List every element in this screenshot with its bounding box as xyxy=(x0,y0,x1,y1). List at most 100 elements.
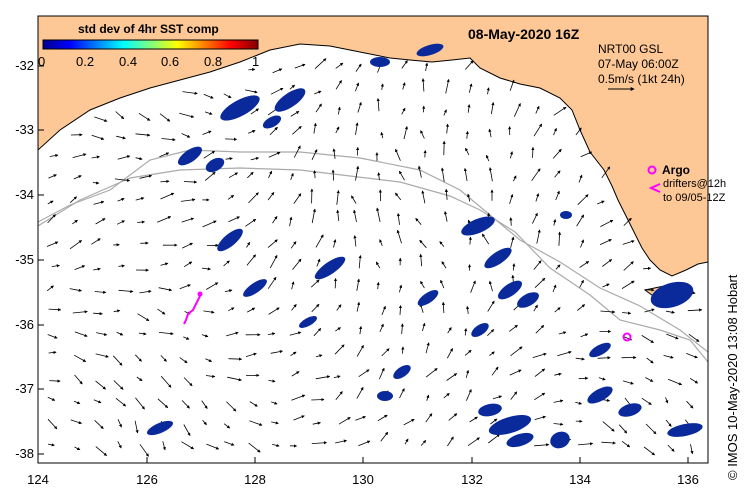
current-arrow xyxy=(580,151,593,158)
current-arrow xyxy=(535,325,545,334)
current-arrow xyxy=(554,372,562,376)
current-arrow xyxy=(417,165,422,178)
current-arrow xyxy=(355,416,367,421)
current-arrow xyxy=(443,393,450,399)
current-arrow xyxy=(291,371,300,377)
current-arrow xyxy=(269,254,278,269)
current-arrow xyxy=(440,279,445,289)
current-arrow xyxy=(578,376,589,380)
current-arrow xyxy=(47,214,56,224)
current-arrow xyxy=(444,188,449,200)
drifter-legend-icon xyxy=(648,183,661,193)
lon-tick-4: 130 xyxy=(352,472,374,487)
current-arrow xyxy=(379,239,383,246)
current-arrow xyxy=(95,380,107,390)
current-arrow xyxy=(509,369,522,376)
current-arrow xyxy=(227,194,235,200)
current-arrow xyxy=(245,89,258,94)
colorbar-tick-1: 0.2 xyxy=(76,54,95,69)
current-arrow xyxy=(202,419,207,426)
current-arrow xyxy=(554,170,561,178)
current-arrow xyxy=(358,369,370,378)
current-arrow xyxy=(689,378,699,384)
current-arrow xyxy=(666,310,675,314)
current-arrow xyxy=(247,307,256,313)
current-arrow xyxy=(598,377,606,381)
current-arrow xyxy=(69,240,83,250)
current-arrow xyxy=(641,397,652,405)
current-arrow xyxy=(290,241,297,249)
current-arrow xyxy=(665,419,672,427)
current-arrow xyxy=(575,357,585,361)
current-arrow xyxy=(179,112,195,118)
current-arrow xyxy=(117,419,122,428)
current-arrow xyxy=(553,127,557,136)
current-arrow xyxy=(487,329,495,336)
current-arrow xyxy=(291,394,306,401)
sst-patch xyxy=(146,420,174,436)
current-arrow xyxy=(600,310,616,314)
sst-patch xyxy=(205,157,225,173)
current-arrow xyxy=(488,280,493,292)
current-arrow xyxy=(182,242,193,249)
current-arrow xyxy=(423,149,427,158)
current-arrow xyxy=(47,396,56,401)
current-arrow xyxy=(74,354,87,362)
current-arrow xyxy=(489,351,495,356)
current-arrow xyxy=(227,376,242,382)
current-arrow xyxy=(270,87,284,95)
lon-tick-6: 134 xyxy=(569,472,591,487)
current-arrow xyxy=(534,277,546,288)
current-arrow xyxy=(621,440,631,448)
sst-patch xyxy=(217,228,243,252)
current-arrow xyxy=(621,280,635,289)
current-arrow xyxy=(181,198,196,202)
current-arrow xyxy=(376,207,381,223)
current-arrow xyxy=(93,312,103,316)
current-arrow xyxy=(292,125,302,135)
current-arrow xyxy=(356,386,364,399)
current-arrow xyxy=(401,107,406,115)
current-arrow xyxy=(228,216,240,223)
current-arrow xyxy=(601,166,611,179)
sst-patch xyxy=(506,432,534,448)
current-arrow xyxy=(396,229,402,244)
current-arrow xyxy=(395,148,401,161)
current-arrow xyxy=(398,304,403,315)
current-arrow xyxy=(336,209,340,222)
current-arrow xyxy=(333,239,337,248)
current-arrow xyxy=(249,420,263,426)
current-arrow xyxy=(380,83,384,90)
current-arrow xyxy=(575,401,583,405)
current-arrow xyxy=(268,332,276,336)
current-arrow xyxy=(534,392,546,401)
current-arrow xyxy=(553,399,564,403)
current-arrow xyxy=(399,170,405,181)
current-arrow xyxy=(289,216,293,227)
current-arrow xyxy=(332,148,336,159)
current-arrow xyxy=(290,111,300,117)
current-arrow xyxy=(183,424,191,437)
current-arrow xyxy=(74,331,88,337)
lon-tick-3: 128 xyxy=(244,472,266,487)
current-arrow xyxy=(335,391,343,400)
current-arrow xyxy=(353,235,357,247)
current-arrow xyxy=(139,444,149,457)
current-arrow xyxy=(96,332,108,336)
current-arrow xyxy=(268,170,272,179)
current-arrow xyxy=(534,368,546,377)
current-arrow xyxy=(228,172,239,179)
current-arrow xyxy=(488,167,493,182)
current-arrow xyxy=(465,130,469,139)
argo-legend-icon xyxy=(647,165,657,175)
sst-patch xyxy=(377,391,393,401)
current-arrow xyxy=(246,254,256,266)
current-arrow xyxy=(268,379,276,383)
current-arrow xyxy=(46,241,59,247)
current-arrow xyxy=(554,307,561,313)
current-arrow xyxy=(686,353,698,359)
current-arrow xyxy=(448,413,458,421)
current-arrow xyxy=(491,101,495,115)
current-arrow xyxy=(509,324,518,332)
current-arrow xyxy=(95,353,109,358)
